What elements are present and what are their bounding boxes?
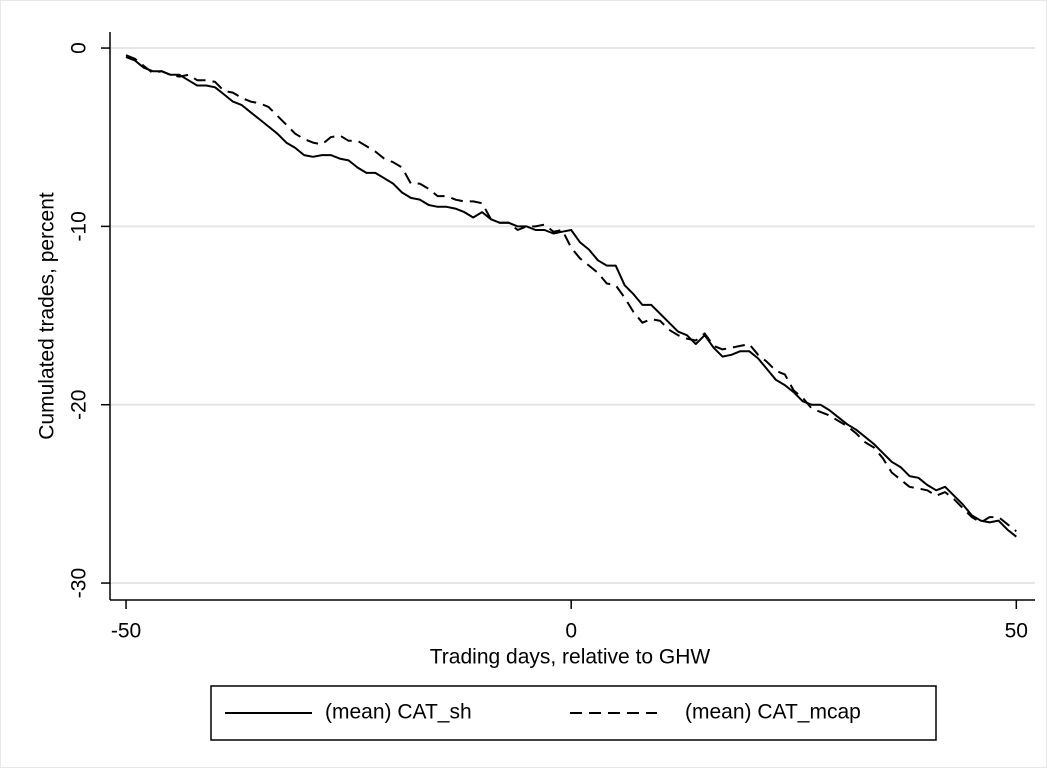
y-tick-label: -20 <box>68 390 91 420</box>
x-tick-label: -50 <box>111 620 141 643</box>
plot-area <box>110 32 1035 600</box>
legend-label: (mean) CAT_sh <box>325 701 472 724</box>
y-tick-label: -30 <box>68 568 91 598</box>
legend-label: (mean) CAT_mcap <box>685 701 861 724</box>
y-axis-label: Cumulated trades, percent <box>36 192 59 440</box>
x-axis-label: Trading days, relative to GHW <box>430 646 711 669</box>
y-tick-label: 0 <box>68 42 91 54</box>
y-tick-label: -10 <box>68 211 91 241</box>
line-series <box>125 56 1017 538</box>
line-series <box>125 54 1017 533</box>
x-tick-label: 0 <box>565 620 577 643</box>
x-tick-label: 50 <box>1005 620 1028 643</box>
